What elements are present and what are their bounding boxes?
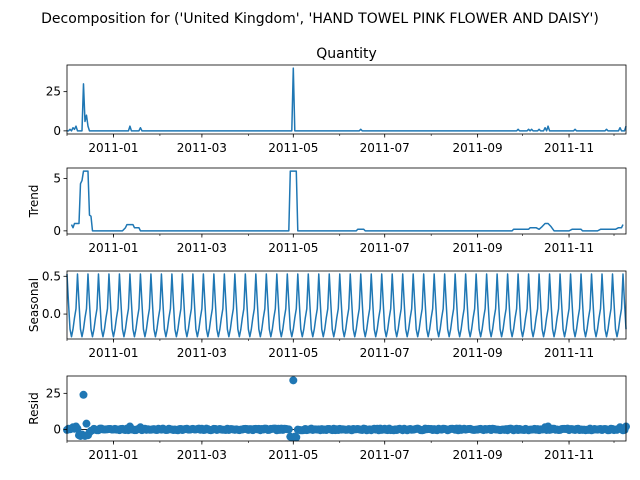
y-tick-label: 0.5 (42, 269, 61, 283)
x-tick-label: 2011-07 (360, 141, 410, 155)
panel-2: 0 5 2011-01 2011-03 2011-05 2011-07 2011-09 201… (27, 167, 627, 255)
x-tick-label: 2011-03 (177, 141, 227, 155)
x-tick-label: 2011-05 (268, 346, 318, 360)
y-tick-label: 0.0 (42, 307, 61, 321)
y-axis-label: Trend (27, 185, 41, 219)
axes-frame (66, 270, 627, 340)
y-axis-label: Seasonal (27, 278, 41, 332)
panel-title: Quantity (316, 46, 377, 62)
y-tick-label: 25 (46, 85, 61, 99)
seasonal-line (66, 273, 627, 338)
x-tick-label: 2011-07 (360, 241, 410, 255)
x-tick-label: 2011-01 (88, 346, 138, 360)
x-tick-label: 2011-07 (360, 448, 410, 462)
x-tick-label: 2011-01 (88, 448, 138, 462)
quantity-line (67, 67, 627, 132)
panel-1: 0 25 2011-01 2011-03 2011-05 2011-07 2011-09 20… (46, 46, 627, 155)
x-tick-label: 2011-03 (177, 346, 227, 360)
x-tick-label: 2011-01 (88, 141, 138, 155)
x-tick-label: 2011-05 (268, 448, 318, 462)
x-tick-label: 2011-01 (88, 241, 138, 255)
x-tick-label: 2011-03 (177, 241, 227, 255)
resid-point (292, 433, 301, 442)
x-tick-label: 2011-07 (360, 346, 410, 360)
panel-4: 0 25 2011-01 2011-03 2011-05 2011-07 2011-09 20… (27, 375, 630, 462)
y-tick-label: 0 (53, 224, 61, 238)
series-layer (63, 376, 630, 442)
y-tick-label: 5 (53, 171, 61, 185)
x-tick-label: 2011-09 (453, 448, 503, 462)
resid-point (73, 424, 82, 433)
y-tick-label: 0 (53, 124, 61, 138)
x-tick-label: 2011-05 (268, 241, 318, 255)
figure-suptitle: Decomposition for ('United Kingdom', 'HA… (41, 11, 599, 27)
axes-frame (66, 64, 627, 135)
trend-line (70, 170, 624, 232)
x-tick-label: 2011-11 (544, 241, 594, 255)
resid-point (82, 419, 91, 428)
resid-point (289, 376, 298, 385)
x-tick-label: 2011-09 (453, 346, 503, 360)
x-tick-label: 2011-05 (268, 141, 318, 155)
y-axis-label: Resid (27, 392, 41, 424)
y-tick-label: 0 (53, 422, 61, 436)
panel-3: 0.0 0.5 2011-01 2011-03 2011-05 2011-07 2011-0… (27, 269, 627, 360)
series-layer (67, 67, 627, 132)
axes-frame (66, 375, 627, 442)
series-layer (66, 273, 627, 338)
axes-frame (66, 167, 627, 235)
y-tick-label: 25 (46, 386, 61, 400)
resid-point (79, 390, 88, 399)
x-tick-label: 2011-09 (453, 241, 503, 255)
x-tick-label: 2011-11 (544, 448, 594, 462)
panels: 0 25 2011-01 2011-03 2011-05 2011-07 2011-09 20… (27, 46, 630, 462)
resid-point (284, 425, 293, 434)
x-tick-label: 2011-09 (453, 141, 503, 155)
x-tick-label: 2011-11 (544, 141, 594, 155)
x-tick-label: 2011-03 (177, 448, 227, 462)
series-layer (70, 170, 624, 232)
x-tick-label: 2011-11 (544, 346, 594, 360)
